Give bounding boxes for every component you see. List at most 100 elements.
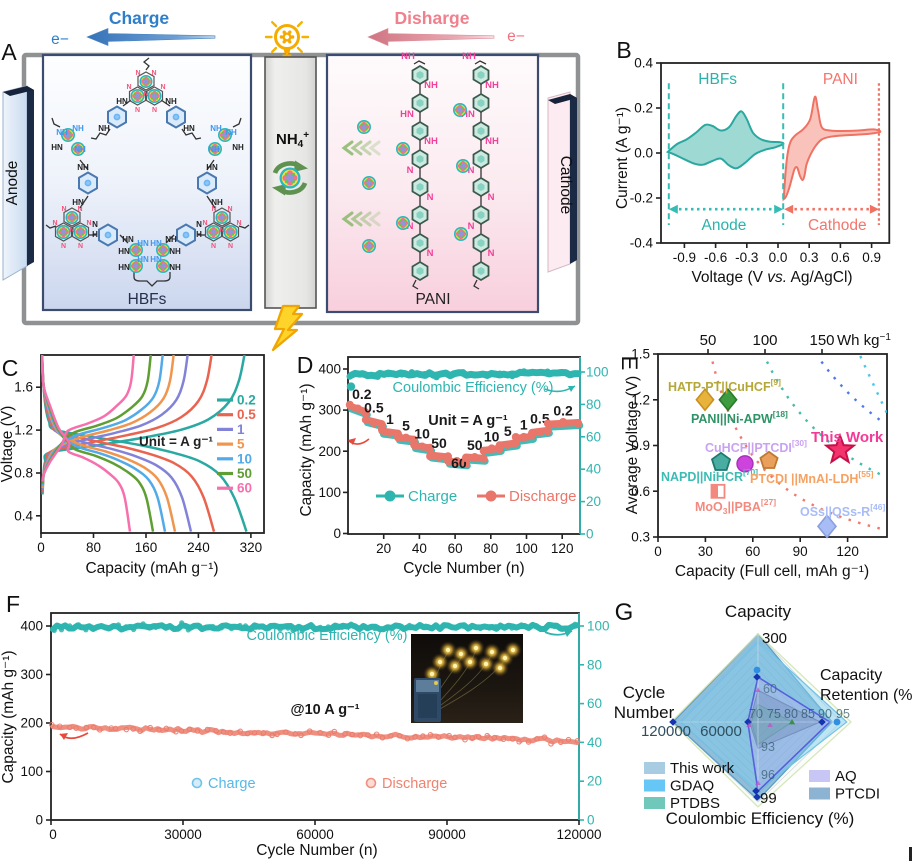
svg-text:85: 85 [801, 707, 815, 721]
svg-text:60: 60 [237, 481, 252, 496]
svg-text:Cycle Number (n): Cycle Number (n) [403, 560, 524, 577]
svg-text:HN: HN [150, 239, 162, 248]
svg-text:0.5: 0.5 [237, 407, 256, 422]
svg-text:400: 400 [318, 362, 341, 377]
svg-text:Capacity: Capacity [725, 602, 792, 621]
svg-text:50: 50 [467, 437, 483, 453]
svg-text:This Work: This Work [811, 429, 884, 446]
svg-text:0.3: 0.3 [631, 530, 650, 545]
svg-text:N: N [196, 220, 202, 229]
svg-text:PANI||Ni-APW[18]: PANI||Ni-APW[18] [691, 409, 788, 426]
svg-text:-0.3: -0.3 [735, 250, 758, 265]
svg-text:HBFs: HBFs [128, 291, 167, 308]
svg-text:Coulombic Efficiency (%): Coulombic Efficiency (%) [393, 380, 554, 396]
svg-text:NH: NH [169, 247, 181, 256]
svg-text:NH: NH [74, 145, 86, 154]
svg-text:Discharge: Discharge [509, 488, 577, 505]
svg-text:Anode: Anode [4, 161, 21, 206]
svg-text:A: A [1, 39, 17, 65]
svg-text:HATP-PT||CuHCF[9]: HATP-PT||CuHCF[9] [668, 377, 781, 394]
svg-text:NH: NH [56, 128, 68, 137]
svg-text:1.6: 1.6 [14, 380, 33, 395]
svg-text:NH: NH [98, 124, 110, 133]
svg-text:90000: 90000 [428, 827, 466, 842]
svg-text:120: 120 [551, 541, 574, 556]
svg-text:40: 40 [412, 541, 427, 556]
svg-text:95: 95 [836, 707, 850, 721]
svg-text:HN: HN [206, 163, 218, 172]
svg-text:N: N [407, 221, 414, 232]
svg-text:Capacity (Full cell, mAh g⁻¹): Capacity (Full cell, mAh g⁻¹) [675, 563, 869, 580]
svg-text:GDAQ: GDAQ [670, 778, 714, 795]
svg-text:60: 60 [586, 429, 601, 444]
svg-text:0: 0 [587, 813, 595, 828]
svg-text:10: 10 [237, 451, 252, 466]
svg-text:60000: 60000 [296, 827, 334, 842]
svg-text:100: 100 [586, 365, 609, 380]
svg-text:5: 5 [504, 423, 512, 439]
svg-text:PTCDI ||MnAl-LDH[55]: PTCDI ||MnAl-LDH[55] [750, 469, 874, 486]
svg-text:99: 99 [760, 790, 777, 807]
svg-text:120000: 120000 [556, 827, 601, 842]
svg-text:0.4: 0.4 [634, 56, 653, 71]
svg-text:NH: NH [424, 136, 438, 147]
svg-text:HN: HN [118, 247, 130, 256]
svg-text:-0.9: -0.9 [673, 250, 696, 265]
svg-text:30000: 30000 [164, 827, 202, 842]
svg-text:Unit = A g⁻¹: Unit = A g⁻¹ [428, 413, 508, 429]
svg-text:N: N [427, 192, 434, 203]
svg-text:80: 80 [586, 397, 601, 412]
svg-text:NH: NH [165, 235, 177, 244]
svg-text:40: 40 [586, 462, 601, 477]
svg-text:NH: NH [424, 80, 438, 91]
svg-text:50: 50 [237, 466, 252, 481]
svg-text:H: H [92, 230, 98, 239]
svg-text:80: 80 [483, 541, 498, 556]
svg-text:NH: NH [401, 51, 415, 62]
svg-text:93: 93 [761, 740, 775, 754]
svg-text:NH: NH [72, 124, 84, 133]
svg-text:100: 100 [515, 541, 538, 556]
svg-text:Wh kg−1: Wh kg−1 [837, 332, 891, 349]
svg-text:NH: NH [210, 124, 222, 133]
svg-text:Capacity (mAh g⁻¹): Capacity (mAh g⁻¹) [0, 650, 17, 783]
svg-text:N: N [468, 221, 475, 232]
svg-text:1: 1 [520, 416, 528, 432]
svg-text:1.2: 1.2 [631, 392, 650, 407]
svg-text:Capacity (mAh g⁻¹): Capacity (mAh g⁻¹) [85, 560, 218, 577]
svg-text:HN: HN [137, 255, 149, 264]
svg-text:HN: HN [118, 263, 130, 272]
svg-text:240: 240 [187, 540, 210, 555]
svg-text:HN: HN [122, 235, 134, 244]
svg-text:NH: NH [462, 51, 476, 62]
svg-text:HN: HN [150, 255, 162, 264]
svg-text:1: 1 [386, 411, 394, 427]
svg-text:HN: HN [137, 239, 149, 248]
svg-text:This work: This work [670, 760, 735, 777]
svg-text:100: 100 [20, 764, 43, 779]
svg-text:0.2: 0.2 [553, 402, 573, 418]
svg-text:PTCDI: PTCDI [835, 786, 880, 803]
svg-text:Capacity: Capacity [820, 667, 882, 684]
svg-text:e−: e− [51, 31, 69, 48]
svg-text:-0.6: -0.6 [704, 250, 727, 265]
svg-text:60: 60 [763, 682, 777, 696]
svg-text:HN: HN [400, 109, 414, 120]
svg-text:Disharge: Disharge [395, 8, 470, 28]
svg-text:100: 100 [318, 485, 341, 500]
svg-text:Number: Number [614, 703, 675, 722]
svg-text:NH: NH [77, 163, 89, 172]
svg-text:400: 400 [20, 619, 43, 634]
svg-text:0.2: 0.2 [352, 386, 372, 402]
svg-text:NH: NH [165, 97, 177, 106]
svg-text:300: 300 [318, 403, 341, 418]
svg-text:G: G [615, 599, 634, 626]
svg-text:PTDBS: PTDBS [670, 795, 720, 812]
svg-text:Charge: Charge [208, 776, 256, 792]
svg-text:0: 0 [333, 526, 341, 541]
svg-text:1: 1 [237, 422, 245, 437]
svg-text:Cycle Number (n): Cycle Number (n) [256, 842, 377, 859]
svg-text:0: 0 [35, 813, 43, 828]
svg-text:HBFs: HBFs [698, 71, 737, 88]
svg-text:Average Voltage (V): Average Voltage (V) [624, 376, 641, 514]
